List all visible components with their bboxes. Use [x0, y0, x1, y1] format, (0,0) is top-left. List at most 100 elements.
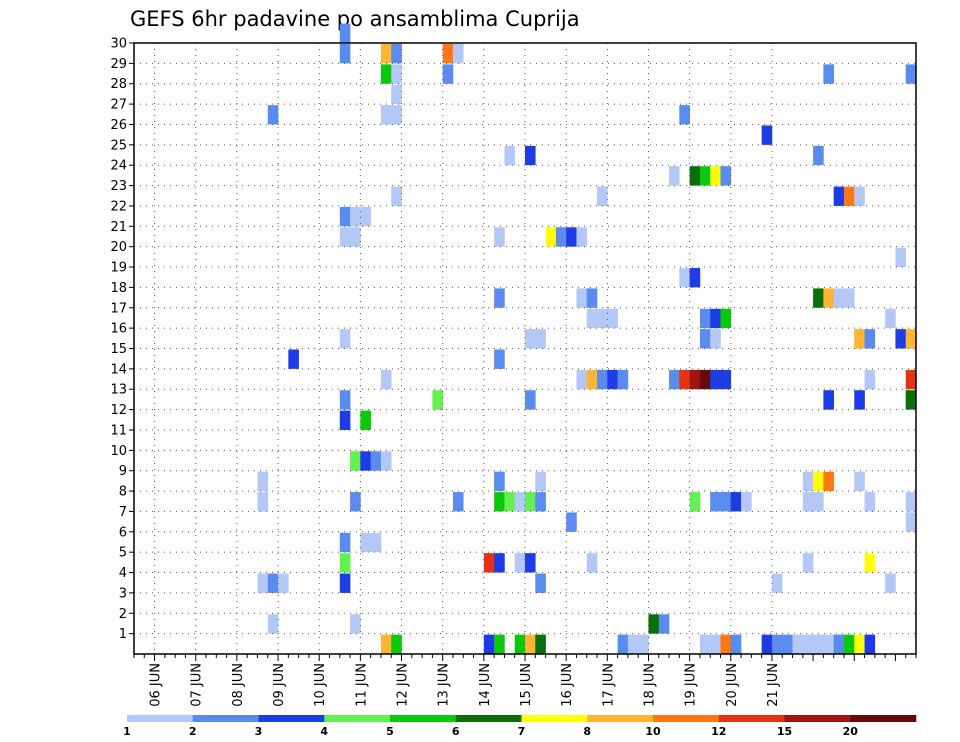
- heatmap-cell: [782, 634, 793, 654]
- x-tick-label: 10 JUN: [313, 663, 328, 707]
- heatmap-cell: [370, 532, 382, 553]
- y-tick-label: 13: [110, 383, 127, 398]
- heatmap-cell: [864, 369, 876, 390]
- heatmap-cell: [339, 23, 351, 43]
- heatmap-cell: [535, 471, 546, 492]
- heatmap-cell: [525, 492, 536, 512]
- y-tick-label: 25: [110, 138, 127, 153]
- heatmap-cell: [586, 308, 598, 329]
- heatmap-cell: [380, 451, 392, 471]
- y-tick-label: 9: [119, 464, 127, 479]
- heatmap-cell: [761, 125, 773, 145]
- x-tick-label: 18 JUN: [642, 663, 657, 707]
- heatmap-cell: [864, 329, 876, 349]
- heatmap-cell: [380, 105, 392, 125]
- heatmap-cell: [669, 369, 680, 390]
- heatmap-cell: [679, 105, 690, 125]
- y-tick-label: 16: [110, 322, 127, 337]
- y-tick-label: 1: [119, 627, 127, 642]
- heatmap-cell: [741, 492, 752, 512]
- heatmap-cell: [607, 369, 618, 390]
- heatmap-cell: [586, 288, 598, 308]
- heatmap-cell: [679, 369, 690, 390]
- legend-label: 1: [123, 725, 131, 738]
- y-tick-label: 2: [119, 607, 127, 622]
- heatmap-cell: [833, 288, 845, 308]
- heatmap-cell: [339, 329, 351, 349]
- heatmap-cell: [339, 410, 351, 430]
- heatmap-cell: [823, 390, 834, 410]
- heatmap-cell: [720, 492, 732, 512]
- x-tick-label: 13 JUN: [437, 663, 452, 707]
- y-tick-label: 17: [110, 301, 127, 316]
- heatmap-cell: [833, 634, 845, 654]
- heatmap-cell: [350, 206, 361, 227]
- heatmap-cell: [720, 369, 732, 390]
- heatmap-cell: [627, 634, 639, 654]
- heatmap-cell: [720, 166, 732, 186]
- heatmap-cell: [442, 44, 454, 64]
- heatmap-cell: [452, 44, 464, 64]
- heatmap-cell: [638, 634, 649, 654]
- x-tick-label: 07 JUN: [190, 663, 205, 707]
- heatmap-cell: [699, 166, 711, 186]
- heatmap-cell: [761, 634, 773, 654]
- heatmap-cell: [391, 634, 402, 654]
- heatmap-cell: [854, 186, 865, 206]
- heatmap-cell: [339, 390, 351, 410]
- heatmap-cell: [710, 369, 721, 390]
- heatmap-cell: [535, 329, 546, 349]
- heatmap-cell: [813, 288, 824, 308]
- legend-label: 20: [843, 725, 859, 738]
- x-tick-label: 16 JUN: [560, 663, 575, 707]
- heatmap-cell: [905, 64, 917, 84]
- heatmap-cell: [802, 471, 814, 492]
- dotted-grid: [134, 43, 916, 654]
- heatmap-cell: [843, 288, 855, 308]
- heatmap-cell: [576, 369, 588, 390]
- heatmap-cell: [823, 288, 834, 308]
- legend-label: 6: [452, 725, 460, 738]
- x-tick-label: 20 JUN: [725, 663, 740, 707]
- y-tick-label: 8: [119, 485, 127, 500]
- heatmap-cell: [494, 349, 505, 369]
- y-axis: 1234567891011121314151617181920212223242…: [110, 37, 134, 642]
- heatmap-cell: [669, 166, 680, 186]
- heatmap-cell: [525, 145, 536, 166]
- y-tick-label: 28: [110, 77, 127, 92]
- heatmap-cell: [597, 308, 608, 329]
- legend-label: 2: [189, 725, 197, 738]
- heatmap-cell: [360, 206, 371, 227]
- heatmap-cell: [380, 369, 392, 390]
- y-tick-label: 20: [110, 240, 127, 255]
- y-tick-label: 4: [119, 566, 127, 581]
- heatmap-cell: [813, 492, 824, 512]
- heatmap-cell: [350, 492, 361, 512]
- legend-swatch: [258, 715, 325, 722]
- heatmap-cell: [257, 573, 269, 593]
- heatmap-cell: [597, 186, 608, 206]
- legend-swatch: [587, 715, 654, 722]
- heatmap-cell: [823, 64, 834, 84]
- heatmap-cell: [771, 573, 783, 593]
- heatmap-cell: [391, 44, 402, 64]
- y-tick-label: 27: [110, 98, 127, 113]
- heatmap-cell: [710, 492, 721, 512]
- heatmap-cell: [905, 329, 917, 349]
- heatmap-cell: [823, 471, 834, 492]
- heatmap-cell: [339, 573, 351, 593]
- heatmap-cell: [720, 634, 732, 654]
- heatmap-cell: [494, 634, 505, 654]
- heatmap-cell: [525, 553, 536, 573]
- heatmap-cell: [494, 553, 505, 573]
- heatmap-cell: [339, 227, 351, 247]
- heatmap-cell: [833, 186, 845, 206]
- heatmap-cell: [514, 492, 526, 512]
- heatmap-cell: [257, 492, 269, 512]
- y-tick-label: 3: [119, 586, 127, 601]
- y-tick-label: 26: [110, 118, 127, 133]
- heatmap-cell: [699, 329, 711, 349]
- heatmap-cell: [679, 268, 690, 288]
- heatmap-cell: [391, 84, 402, 105]
